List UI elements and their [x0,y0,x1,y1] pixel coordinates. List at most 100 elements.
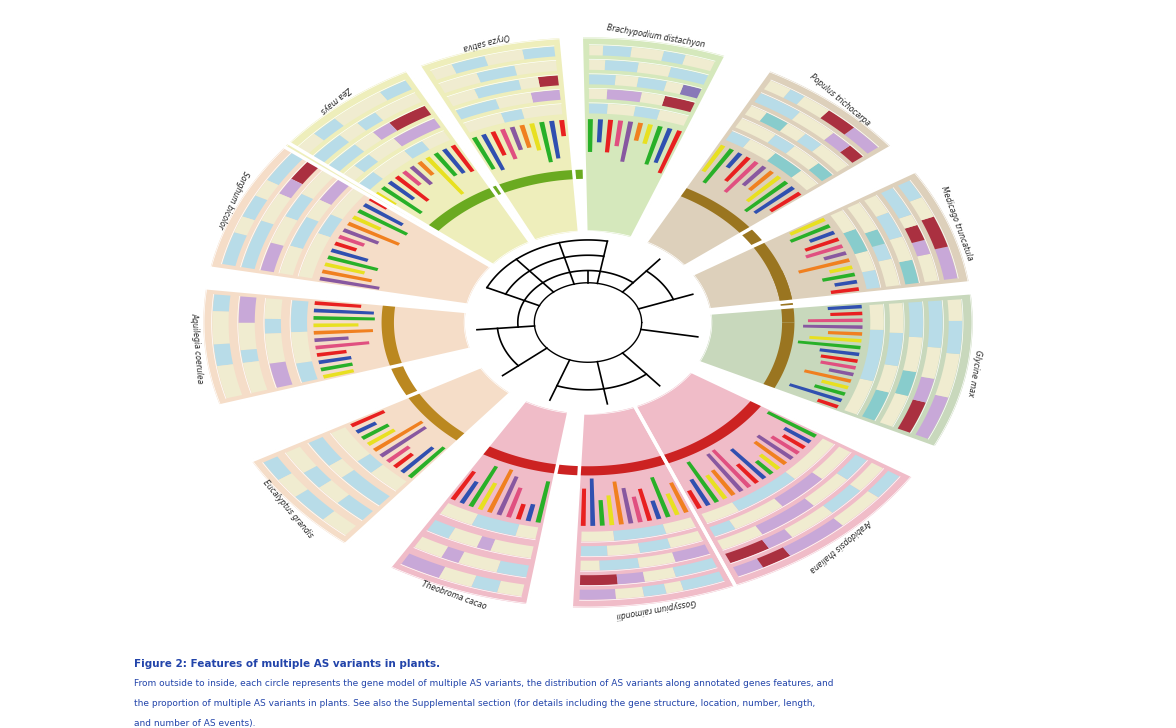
Text: and number of AS events).: and number of AS events). [134,719,255,727]
Polygon shape [615,587,644,599]
Polygon shape [460,481,479,504]
Polygon shape [762,323,795,389]
Polygon shape [367,429,396,446]
Polygon shape [490,131,507,156]
Polygon shape [837,455,867,480]
Polygon shape [642,584,667,596]
Polygon shape [222,232,247,266]
Polygon shape [680,84,701,98]
Polygon shape [811,144,848,172]
Polygon shape [417,161,435,176]
Polygon shape [280,246,303,275]
Polygon shape [496,476,519,515]
Polygon shape [669,482,689,513]
Polygon shape [330,189,365,219]
Polygon shape [700,293,973,447]
Polygon shape [913,376,935,403]
Text: From outside to inside, each circle represents the gene model of multiple AS var: From outside to inside, each circle repr… [134,678,834,688]
Polygon shape [456,99,500,119]
Polygon shape [434,152,457,177]
Polygon shape [296,361,318,382]
Polygon shape [711,449,751,488]
Polygon shape [873,244,891,261]
Polygon shape [292,332,312,363]
Polygon shape [482,400,762,475]
Polygon shape [516,504,526,520]
Polygon shape [374,191,396,206]
Polygon shape [762,529,793,548]
Polygon shape [440,503,479,525]
Polygon shape [589,89,607,99]
Polygon shape [472,137,495,170]
Polygon shape [214,344,233,366]
Polygon shape [828,331,862,336]
Polygon shape [726,152,742,168]
Polygon shape [589,74,616,85]
Polygon shape [804,237,840,252]
Polygon shape [401,553,446,578]
Polygon shape [726,540,769,563]
Polygon shape [637,538,670,553]
Polygon shape [821,111,854,135]
Polygon shape [796,134,821,151]
Polygon shape [828,368,854,376]
Polygon shape [580,589,616,600]
Polygon shape [770,270,795,323]
Polygon shape [679,188,793,303]
Polygon shape [581,488,586,526]
Text: Glycine max: Glycine max [965,349,983,397]
Polygon shape [796,96,829,118]
Polygon shape [809,336,862,343]
Polygon shape [746,175,781,202]
Polygon shape [560,120,566,136]
Polygon shape [621,488,634,523]
Polygon shape [495,93,533,108]
Polygon shape [662,96,695,112]
Polygon shape [600,558,640,571]
Polygon shape [911,240,930,256]
Polygon shape [702,149,734,183]
Polygon shape [829,265,853,274]
Polygon shape [318,215,342,237]
Polygon shape [481,134,505,170]
Polygon shape [830,287,860,294]
Polygon shape [862,389,889,421]
Polygon shape [764,81,790,98]
Polygon shape [373,421,423,452]
Polygon shape [386,446,410,463]
Polygon shape [743,139,775,161]
Polygon shape [634,106,660,119]
Polygon shape [604,60,639,72]
Polygon shape [269,362,293,388]
Polygon shape [897,400,926,432]
Polygon shape [602,46,632,57]
Polygon shape [476,66,517,83]
Polygon shape [744,181,788,212]
Polygon shape [441,547,465,563]
Polygon shape [474,80,521,98]
Polygon shape [636,77,667,91]
Polygon shape [733,558,763,577]
Polygon shape [252,367,510,544]
Polygon shape [414,537,448,558]
Polygon shape [334,242,358,252]
Polygon shape [581,546,608,556]
Polygon shape [355,422,377,434]
Polygon shape [265,298,282,319]
Polygon shape [358,113,383,131]
Polygon shape [472,514,520,536]
Polygon shape [320,277,380,290]
Polygon shape [789,383,842,402]
Polygon shape [428,170,584,232]
Polygon shape [650,477,670,518]
Polygon shape [218,364,242,398]
Polygon shape [717,526,762,550]
Polygon shape [680,571,724,590]
Polygon shape [634,122,643,141]
Polygon shape [338,235,365,247]
Polygon shape [821,355,858,363]
Polygon shape [730,448,767,480]
Polygon shape [783,427,811,443]
Polygon shape [774,472,822,506]
Text: the proportion of multiple AS variants in plants. See also the Supplemental sect: the proportion of multiple AS variants i… [134,699,815,708]
